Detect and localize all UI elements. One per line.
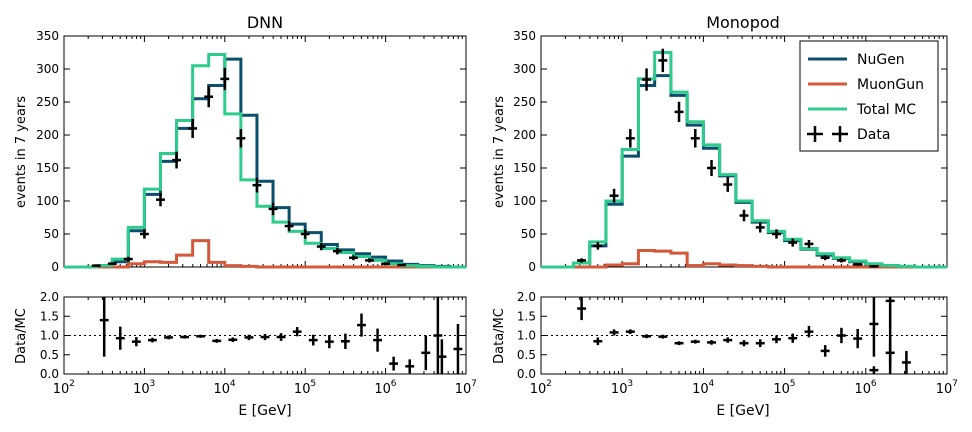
series-muongun (64, 239, 466, 269)
legend-label-data: Data (857, 127, 890, 143)
xtick-label-exponent: 6 (871, 379, 877, 389)
ratio-ytick-label: 1.0 (40, 329, 59, 343)
legend-label-nugen: NuGen (857, 52, 905, 68)
main-ytick-label: 150 (513, 161, 536, 175)
xtick-label-exponent: 7 (952, 379, 958, 389)
xtick-label-exponent: 5 (310, 379, 316, 389)
xtick-label: 10 (936, 382, 953, 397)
main-ytick-label: 250 (36, 95, 59, 109)
xtick-label-exponent: 3 (627, 379, 633, 389)
chart-title-dnn: DNN (247, 13, 283, 32)
xtick-label: 10 (53, 382, 70, 397)
xtick-label-exponent: 4 (709, 379, 715, 389)
ratio-ytick-label: 2.0 (40, 290, 59, 304)
ylabel-main-right: events in 7 years (492, 96, 507, 208)
main-axes-frame (63, 35, 467, 268)
xtick-label-exponent: 2 (546, 379, 552, 389)
xtick-label-exponent: 6 (391, 379, 397, 389)
xtick-label-exponent: 3 (150, 379, 156, 389)
xtick-label: 10 (692, 382, 709, 397)
xtick-label: 10 (455, 382, 472, 397)
chart-title-monopod: Monopod (706, 13, 780, 32)
main-ytick-label: 50 (44, 227, 59, 241)
xtick-label-exponent: 4 (230, 379, 236, 389)
legend-label-muongun: MuonGun (857, 77, 924, 93)
ratio-ytick-label: 0.0 (40, 367, 59, 381)
xtick-label: 10 (374, 382, 391, 397)
ratio-ytick-label: 1.0 (517, 329, 536, 343)
xtick-label: 10 (855, 382, 872, 397)
ylabel-ratio-right: Data/MC (492, 308, 507, 364)
series-muongun (541, 249, 947, 269)
ratio-ytick-label: 0.0 (517, 367, 536, 381)
legend-swatch-data (807, 126, 848, 142)
main-ytick-label: 100 (513, 194, 536, 208)
ylabel-main-left: events in 7 years (14, 96, 29, 208)
main-ytick-label: 300 (513, 62, 536, 76)
main-ytick-label: 350 (513, 29, 536, 43)
main-ytick-label: 250 (513, 95, 536, 109)
xtick-label: 10 (294, 382, 311, 397)
xtick-label-exponent: 5 (790, 379, 796, 389)
main-ytick-label: 100 (36, 194, 59, 208)
xtick-label: 10 (611, 382, 628, 397)
main-ytick-label: 350 (36, 29, 59, 43)
legend-label-total-mc: Total MC (856, 102, 916, 118)
series-total-mc (64, 52, 466, 269)
main-ytick-label: 200 (36, 128, 59, 142)
main-ytick-label: 0 (51, 260, 59, 274)
xtick-label: 10 (214, 382, 231, 397)
xlabel-left: E [GeV] (238, 403, 291, 419)
main-ytick-label: 50 (521, 227, 536, 241)
ratio-ytick-label: 1.5 (517, 309, 536, 323)
xtick-label: 10 (530, 382, 547, 397)
series-nugen (64, 57, 466, 269)
xtick-label: 10 (773, 382, 790, 397)
ylabel-ratio-left: Data/MC (14, 308, 29, 364)
ratio-ytick-label: 0.5 (517, 348, 536, 362)
main-ytick-label: 150 (36, 161, 59, 175)
xlabel-right: E [GeV] (716, 403, 769, 419)
legend: NuGen MuonGun Total MC Data (799, 40, 939, 152)
ratio-ytick-label: 0.5 (40, 348, 59, 362)
main-ytick-label: 300 (36, 62, 59, 76)
main-ytick-label: 200 (513, 128, 536, 142)
ratio-ytick-label: 2.0 (517, 290, 536, 304)
xtick-label: 10 (133, 382, 150, 397)
main-ytick-label: 0 (528, 260, 536, 274)
ratio-ytick-label: 1.5 (40, 309, 59, 323)
xtick-label-exponent: 2 (69, 379, 75, 389)
xtick-label-exponent: 7 (471, 379, 477, 389)
series-total-mc (541, 51, 947, 269)
